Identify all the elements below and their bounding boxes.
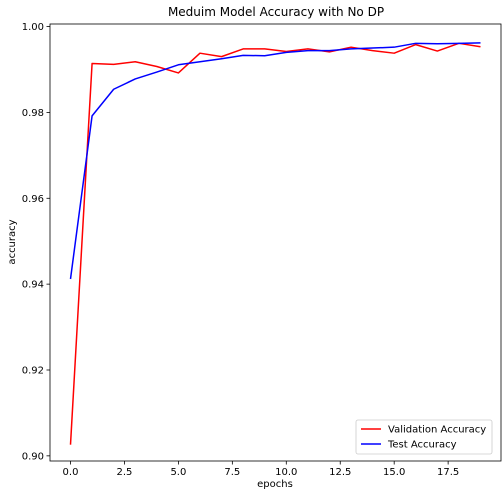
legend-box	[355, 419, 493, 455]
y-tick-label: 0.90	[22, 451, 44, 462]
series-line-validation-accuracy	[69, 42, 481, 445]
x-tick-label: 2.5	[116, 467, 132, 478]
plot-frame	[49, 23, 502, 462]
x-tick-label: 15.0	[383, 467, 405, 478]
x-tick-label: 10.0	[275, 467, 297, 478]
x-tick-label: 17.5	[437, 467, 459, 478]
chart-title: Meduim Model Accuracy with No DP	[168, 5, 384, 19]
y-tick-label: 0.94	[22, 280, 44, 291]
y-axis-label: accuracy	[7, 219, 18, 264]
x-tick-label: 5.0	[170, 467, 186, 478]
x-tick-label: 12.5	[329, 467, 351, 478]
x-tick-label: 7.5	[224, 467, 240, 478]
x-axis-label: epochs	[257, 479, 293, 490]
y-tick-label: 1.00	[22, 22, 44, 33]
y-tick-label: 0.98	[22, 108, 44, 119]
y-tick-label: 0.92	[22, 365, 44, 376]
x-tick-label: 0.0	[63, 467, 79, 478]
legend-label: Test Accuracy	[387, 440, 457, 451]
legend-label: Validation Accuracy	[388, 425, 486, 436]
series-line-test-accuracy	[69, 42, 481, 280]
legend: Validation Accuracy Test Accuracy	[355, 419, 493, 455]
y-tick-label: 0.96	[22, 194, 44, 205]
